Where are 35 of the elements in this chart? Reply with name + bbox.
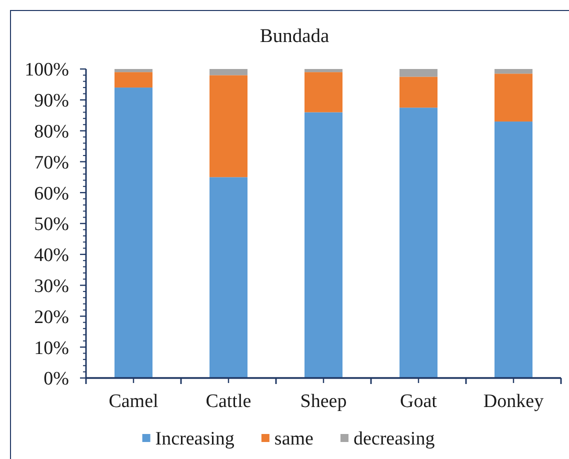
bar xyxy=(400,69,438,77)
legend-label: Increasing xyxy=(155,428,235,450)
y-tick-label: 80% xyxy=(34,121,70,142)
bar xyxy=(114,88,152,378)
y-tick-label: 30% xyxy=(34,276,70,297)
y-tick-label: 60% xyxy=(34,183,70,204)
y-tick-label: 100% xyxy=(24,60,70,81)
bar xyxy=(304,72,342,112)
legend-label: same xyxy=(274,428,314,450)
chart-title: Bundada xyxy=(260,26,330,47)
bar xyxy=(400,108,438,378)
bar xyxy=(210,69,248,76)
y-tick-label: 50% xyxy=(34,214,70,236)
y-tick-label: 20% xyxy=(34,306,70,328)
x-tick-label: Sheep xyxy=(300,391,347,412)
x-tick-label: Cattle xyxy=(206,391,252,412)
bar xyxy=(304,112,342,378)
x-tick-label: Goat xyxy=(400,391,438,412)
bar xyxy=(304,69,342,72)
y-tick-label: 0% xyxy=(44,368,70,390)
bar xyxy=(114,72,152,88)
y-tick-label: 10% xyxy=(34,338,70,359)
bar xyxy=(114,69,152,72)
bar xyxy=(494,69,532,74)
bar xyxy=(494,122,532,378)
y-tick-label: 40% xyxy=(34,245,70,266)
y-tick-label: 90% xyxy=(34,90,70,112)
legend-label: decreasing xyxy=(353,428,436,450)
x-tick-label: Camel xyxy=(108,391,158,412)
bar xyxy=(494,74,532,122)
y-tick-label: 70% xyxy=(34,152,70,174)
bar xyxy=(400,76,438,108)
bar xyxy=(210,75,248,178)
bar xyxy=(210,177,248,378)
x-tick-label: Donkey xyxy=(483,391,544,412)
